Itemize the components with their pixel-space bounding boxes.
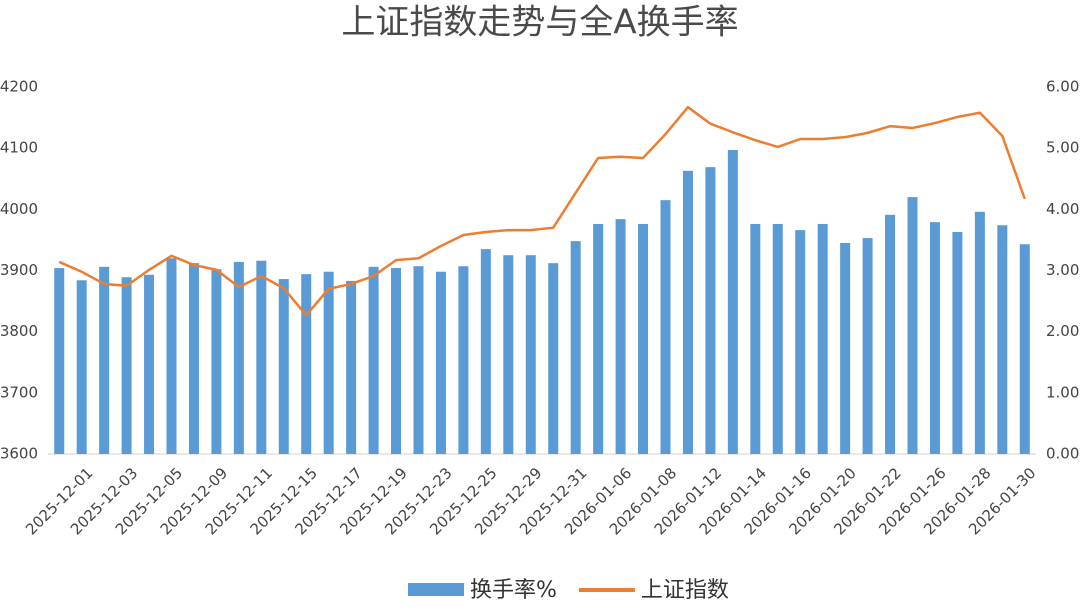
bar	[480, 249, 491, 454]
bar	[391, 268, 402, 454]
y-tick-label: 3900	[0, 261, 38, 279]
bar	[458, 266, 469, 454]
bar	[301, 274, 312, 454]
y-tick-label: 3700	[0, 383, 38, 401]
y-tick-label: 3800	[0, 322, 38, 340]
bar	[885, 214, 896, 454]
bar	[840, 242, 851, 454]
bar	[525, 255, 536, 454]
bar	[76, 280, 87, 454]
bar	[593, 224, 604, 454]
bar	[503, 255, 514, 454]
legend-label: 换手率%	[470, 578, 557, 603]
bar	[682, 170, 693, 454]
y2-tick-label: 0.00	[1046, 445, 1079, 463]
legend-label: 上证指数	[641, 578, 729, 603]
bar	[368, 266, 379, 454]
bar	[211, 269, 222, 454]
bar	[54, 268, 65, 454]
bar	[750, 224, 761, 454]
bar	[1019, 244, 1030, 454]
bar	[99, 266, 110, 454]
bar	[188, 263, 199, 454]
bar	[278, 279, 289, 454]
bar	[615, 219, 626, 454]
y-tick-label: 4200	[0, 78, 38, 96]
bar	[144, 274, 155, 454]
bar	[772, 224, 783, 454]
bar	[638, 224, 649, 454]
bar	[233, 261, 244, 454]
bar	[435, 271, 446, 454]
y-tick-label: 4100	[0, 139, 38, 157]
legend-swatch	[408, 583, 464, 596]
bar	[907, 197, 918, 454]
bar	[795, 230, 806, 454]
bar	[166, 258, 177, 454]
bar	[413, 266, 424, 454]
y2-tick-label: 2.00	[1046, 322, 1079, 340]
y2-tick-label: 5.00	[1046, 139, 1079, 157]
bar	[570, 241, 581, 454]
bar	[256, 260, 267, 454]
y-tick-label: 3600	[0, 445, 38, 463]
y-tick-label: 4000	[0, 200, 38, 218]
bar	[121, 277, 132, 454]
y2-tick-label: 6.00	[1046, 78, 1079, 96]
line	[58, 105, 1026, 317]
bar	[997, 225, 1008, 454]
bar	[929, 222, 940, 454]
bar	[817, 224, 828, 454]
chart-title: 上证指数走势与全A换手率	[341, 3, 738, 43]
bar	[346, 280, 357, 454]
bar	[727, 150, 738, 455]
bar	[862, 238, 873, 454]
y2-tick-label: 1.00	[1046, 383, 1079, 401]
bar	[548, 263, 559, 454]
bar	[323, 271, 334, 454]
bar	[974, 211, 985, 454]
bar	[705, 167, 716, 454]
bar	[660, 200, 671, 454]
y2-tick-label: 3.00	[1046, 261, 1079, 279]
y2-tick-label: 4.00	[1046, 200, 1079, 218]
bar	[952, 231, 963, 454]
